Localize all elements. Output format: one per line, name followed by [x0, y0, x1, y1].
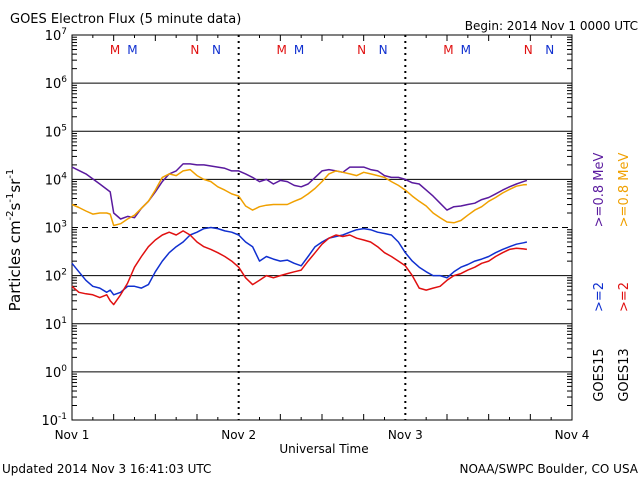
marker-label: N — [190, 43, 199, 57]
y-tick-label: 101 — [45, 316, 67, 333]
marker-label: N — [545, 43, 554, 57]
x-tick-label: Nov 2 — [221, 428, 256, 442]
y-tick-label: 104 — [45, 171, 68, 188]
footer-updated: Updated 2014 Nov 3 16:41:03 UTC — [2, 462, 211, 476]
y-tick-label: 106 — [45, 75, 68, 92]
marker-label: M — [443, 43, 453, 57]
y-tick-label: 102 — [45, 268, 67, 285]
legend: >=0.8 MeV >=0.8 MeV >=2 >=2 GOES15 GOES13 — [592, 153, 632, 402]
y-tick-labels: 10-1 100 101 102 103 104 105 106 107 — [41, 27, 67, 429]
x-tick-labels: Nov 1 Nov 2 Nov 3 Nov 4 — [55, 428, 590, 442]
begin-time: Begin: 2014 Nov 1 0000 UTC — [465, 19, 638, 33]
legend-goes15-low: >=2 — [592, 282, 607, 312]
x-axis-label: Universal Time — [279, 442, 368, 456]
y-tick-label: 10-1 — [41, 412, 67, 429]
marker-label: M — [127, 43, 137, 57]
legend-sat-goes15: GOES15 — [592, 348, 607, 401]
legend-sat-goes13: GOES13 — [617, 348, 632, 401]
y-tick-label: 100 — [45, 364, 68, 381]
chart-title: GOES Electron Flux (5 minute data) — [10, 12, 241, 27]
series-goes13_low — [71, 230, 528, 306]
marker-label: N — [524, 43, 533, 57]
legend-goes13-high: >=0.8 MeV — [617, 153, 632, 228]
y-tick-label: 103 — [45, 220, 67, 237]
marker-label: M — [277, 43, 287, 57]
x-tick-label: Nov 3 — [388, 428, 423, 442]
legend-goes13-low: >=2 — [617, 282, 632, 312]
marker-label: M — [110, 43, 120, 57]
legend-goes15-high: >=0.8 MeV — [592, 153, 607, 228]
y-tick-label: 105 — [45, 123, 67, 140]
series-goes15_low — [71, 226, 528, 296]
marker-label: N — [379, 43, 388, 57]
grid-layer — [72, 35, 572, 420]
footer-credit: NOAA/SWPC Boulder, CO USA — [460, 462, 639, 476]
x-tick-label: Nov 1 — [55, 428, 90, 442]
marker-label: M — [461, 43, 471, 57]
marker-label: N — [212, 43, 221, 57]
series-goes15_high — [71, 163, 528, 220]
series-goes13_high — [71, 168, 527, 227]
marker-label: N — [357, 43, 366, 57]
y-tick-label: 107 — [45, 27, 67, 44]
x-tick-label: Nov 4 — [555, 428, 590, 442]
y-axis-label: Particles cm-2s-1sr-1 — [5, 169, 24, 312]
series-layer — [71, 163, 528, 306]
marker-label: M — [294, 43, 304, 57]
